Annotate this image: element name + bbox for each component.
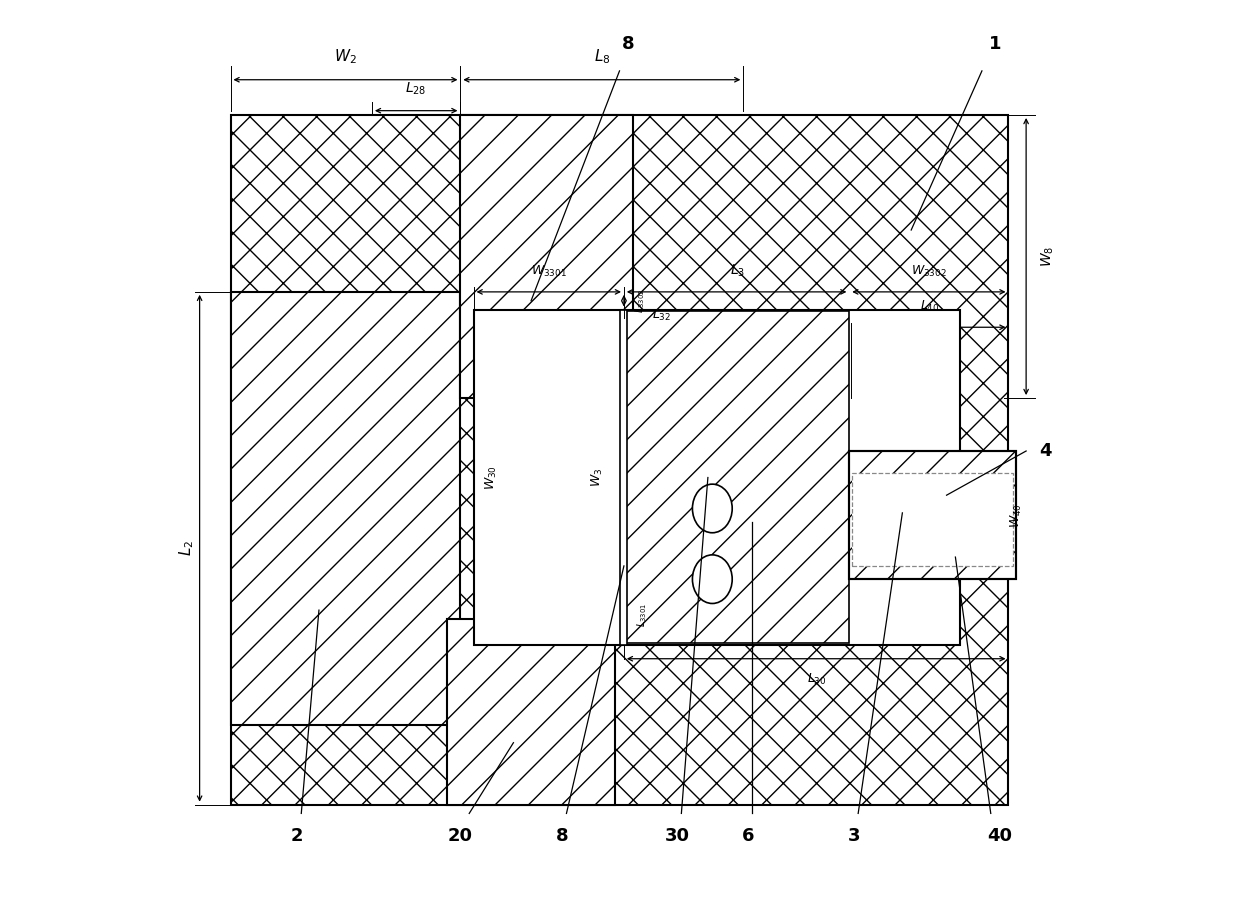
Bar — [230, 292, 461, 725]
Text: 8: 8 — [622, 35, 634, 53]
Text: 40: 40 — [987, 826, 1012, 844]
Text: $L_8$: $L_8$ — [593, 48, 610, 67]
Bar — [230, 115, 1009, 805]
Text: $L_{28}$: $L_{28}$ — [405, 81, 427, 97]
Text: $L_3$: $L_3$ — [730, 262, 745, 279]
Text: 1: 1 — [989, 35, 1001, 53]
Text: 20: 20 — [447, 826, 473, 844]
Bar — [624, 311, 849, 643]
Bar — [461, 115, 633, 398]
Ellipse shape — [693, 555, 732, 603]
Text: $L_{32}$: $L_{32}$ — [653, 308, 672, 323]
Bar — [447, 619, 615, 805]
Text: $W_{3301}$: $W_{3301}$ — [530, 263, 566, 279]
Bar — [849, 451, 1016, 579]
Bar — [461, 115, 633, 398]
Bar — [624, 311, 849, 643]
Ellipse shape — [693, 484, 732, 533]
Text: $W_{40}$: $W_{40}$ — [1009, 503, 1023, 528]
Bar — [230, 292, 461, 725]
Text: $L_{3302}$: $L_{3302}$ — [633, 289, 647, 313]
Bar — [852, 473, 1012, 566]
Text: 3: 3 — [847, 826, 860, 844]
Bar — [473, 309, 960, 646]
Text: 8: 8 — [556, 826, 569, 844]
Text: $W_{3302}$: $W_{3302}$ — [911, 263, 947, 279]
Text: 4: 4 — [1040, 442, 1052, 460]
Text: $L_2$: $L_2$ — [177, 540, 196, 557]
Bar — [620, 309, 627, 646]
Text: $W_8$: $W_8$ — [1040, 246, 1056, 267]
Text: $W_2$: $W_2$ — [335, 48, 357, 67]
Text: 2: 2 — [291, 826, 304, 844]
Bar — [447, 619, 615, 805]
Bar — [849, 451, 1016, 579]
Bar — [849, 451, 1016, 579]
Text: $W_{30}$: $W_{30}$ — [483, 465, 499, 490]
Text: $W_3$: $W_3$ — [590, 468, 605, 487]
Bar — [852, 473, 1012, 566]
Text: $L_{40}$: $L_{40}$ — [921, 299, 939, 314]
Text: 6: 6 — [741, 826, 753, 844]
Text: $L_{30}$: $L_{30}$ — [807, 672, 826, 687]
Text: 30: 30 — [664, 826, 689, 844]
Text: $L_{3301}$: $L_{3301}$ — [636, 603, 649, 627]
